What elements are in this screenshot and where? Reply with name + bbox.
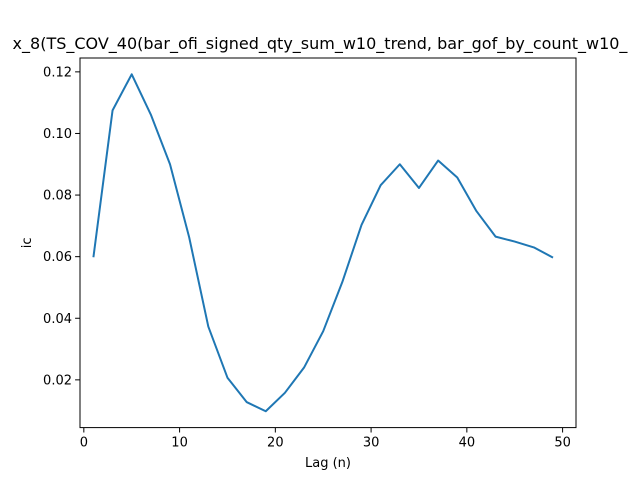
y-tick-label: 0.12 [43, 65, 72, 80]
y-tick-label: 0.04 [43, 312, 72, 327]
y-tick-label: 0.10 [43, 127, 72, 142]
plot-area: 0 10 20 30 40 50 0.02 0.04 0.06 0.08 0.10 0.12 [43, 65, 571, 450]
x-tick-label: 20 [267, 436, 284, 451]
chart-title: x_8(TS_COV_40(bar_ofi_signed_qty_sum_w10… [13, 34, 629, 54]
x-tick-label: 30 [363, 436, 380, 451]
y-tick-label: 0.02 [43, 373, 72, 388]
x-tick-label: 40 [459, 436, 476, 451]
axes-frame [79, 57, 577, 429]
x-tick-label: 0 [80, 436, 88, 451]
x-axis-label: Lag (n) [305, 456, 351, 471]
y-tick-label: 0.06 [43, 250, 72, 265]
x-tick-label: 10 [171, 436, 188, 451]
y-tick-label: 0.08 [43, 189, 72, 204]
y-axis-label: ic [20, 237, 35, 248]
series-line-0 [92, 73, 554, 413]
x-tick-label: 50 [554, 436, 571, 451]
